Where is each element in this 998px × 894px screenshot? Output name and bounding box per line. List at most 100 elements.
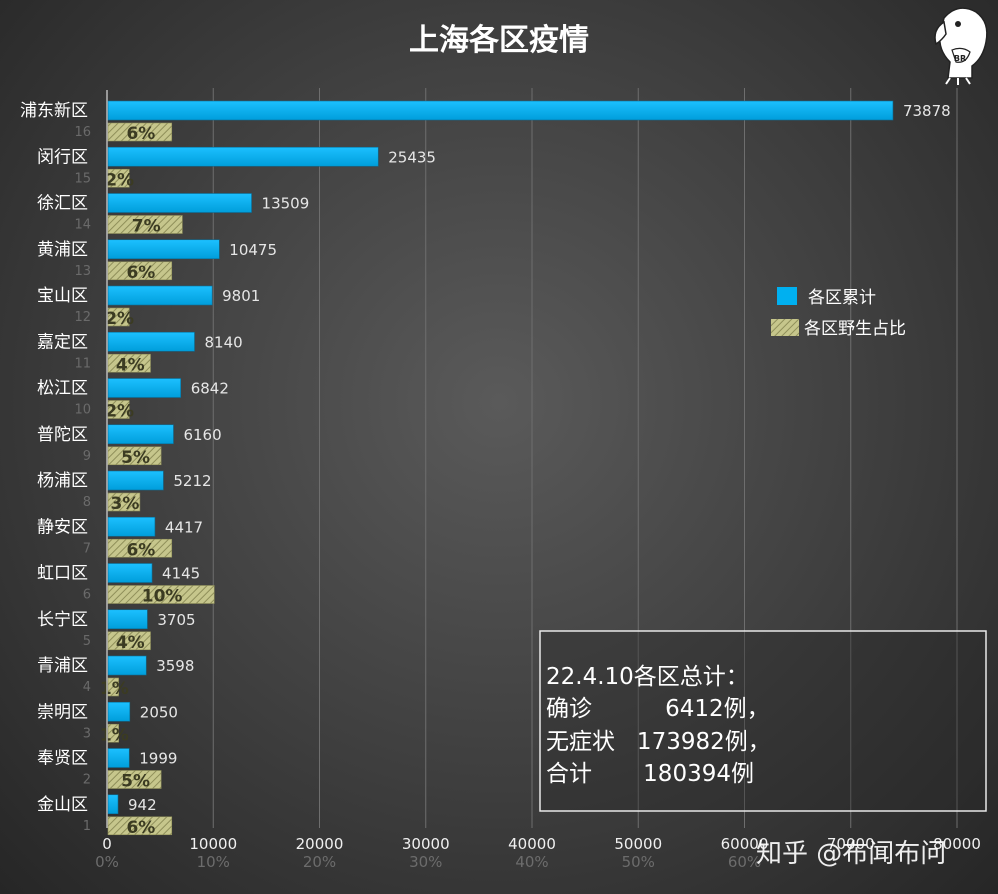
legend-swatch-total [777,287,797,305]
category-label: 浦东新区 [20,101,88,121]
bar-total [107,655,147,676]
category-label: 静安区 [37,517,88,537]
wild-ratio-label: 5% [121,448,150,468]
bar-total [107,609,148,630]
bar-wild-ratio [107,168,130,188]
bar-layer: 73878 6% 25435 2% 13509 7% 10475 6% 9801 2% 8140 4%… [100,100,951,838]
ghost-rank-label: 4 [83,680,91,695]
category-label: 普陀区 [37,425,88,445]
wild-ratio-label: 7% [132,217,161,237]
bar-total [107,794,119,815]
wild-ratio-label: 1% [100,679,129,699]
wild-ratio-label: 5% [121,772,150,792]
ghost-rank-label: 8 [83,495,91,510]
summary-note-frame [539,630,987,812]
primary-tick-label: 0 [102,835,112,853]
ghost-rank-label: 7 [83,541,91,556]
primary-tick-label: 60000 [721,835,769,853]
bar-total [107,100,894,121]
category-label: 嘉定区 [37,332,88,352]
ghost-rank-label: 13 [74,264,91,279]
legend-swatch-wild [771,319,799,336]
bar-wild-ratio [107,585,215,604]
ghost-rank-labels: 16 15 14 13 12 11 10 9 8 7 6 5 4 3 2 1 [74,125,91,834]
watermark-zhihu: 知乎 @布闻布问 [756,839,946,869]
bar-value-label: 10475 [229,241,277,259]
bar-value-label: 9801 [222,287,260,305]
wild-ratio-label: 6% [126,818,155,838]
bar-total [107,748,130,768]
primary-tick-label: 40000 [508,835,556,853]
bar-wild-ratio [107,215,183,234]
secondary-tick-label: 60% [728,853,761,871]
note-line-3: 无症状 173982例， [546,729,771,755]
category-label: 奉贤区 [37,749,88,769]
bar-value-label: 4145 [162,565,200,583]
legend-label-wild: 各区野生占比 [804,319,906,339]
bar-value-label: 3598 [156,657,194,675]
category-label: 金山区 [37,795,88,815]
secondary-tick-label: 20% [303,853,336,871]
category-label: 杨浦区 [37,471,88,491]
bar-value-label: 73878 [903,102,951,120]
wild-ratio-label: 4% [116,633,145,653]
bar-wild-ratio [107,538,173,558]
ghost-rank-label: 15 [74,171,91,186]
bar-value-label: 942 [128,796,157,814]
ghost-rank-label: 1 [83,819,91,834]
category-label: 徐汇区 [37,194,88,214]
parrot-logo-icon: BR [934,7,988,85]
bar-wild-ratio [107,122,173,142]
legend-label-total: 各区累计 [808,288,876,308]
wild-ratio-label: 10% [142,587,183,607]
primary-tick-label: 20000 [296,835,344,853]
category-label: 虹口区 [37,564,88,584]
bar-wild-ratio [107,492,141,512]
bar-value-label: 6842 [191,380,229,398]
wild-ratio-label: 2% [105,309,134,329]
primary-tick-label: 80000 [933,835,981,853]
bar-total [107,146,379,167]
bar-wild-ratio [107,723,119,743]
bar-value-label: 2050 [140,703,178,721]
secondary-tick-label: 50% [622,853,655,871]
bar-total [107,285,213,306]
legend: 各区累计 各区野生占比 [771,287,906,339]
bar-total [107,378,181,398]
primary-axis-ticks: 0 10000 20000 30000 40000 50000 60000 70000 8000… [102,835,981,853]
ghost-rank-label: 12 [74,310,91,325]
primary-tick-label: 50000 [614,835,662,853]
secondary-tick-label: 10% [197,853,230,871]
wild-ratio-label: 6% [126,540,155,560]
bar-wild-ratio [107,677,119,697]
bar-total [107,424,174,445]
secondary-tick-label: 30% [409,853,442,871]
wild-ratio-label: 6% [126,263,155,283]
bar-wild-ratio [107,261,173,281]
chart-title: 上海各区疫情 [409,23,589,58]
summary-note-box: 22.4.10各区总计： 确诊 6412例， 无症状 173982例， 合计 1… [539,630,987,812]
ghost-rank-label: 6 [83,588,91,603]
ghost-rank-label: 10 [74,403,91,418]
bar-value-label: 4417 [165,518,203,536]
category-label: 黄浦区 [37,240,88,260]
primary-tick-label: 30000 [402,835,450,853]
bar-wild-ratio [107,446,162,466]
logo-text: BR [954,54,966,63]
bar-value-label: 6160 [183,426,221,444]
ghost-rank-label: 3 [83,726,91,741]
bar-value-label: 25435 [388,148,436,166]
bar-value-label: 1999 [139,750,177,768]
category-label: 崇明区 [37,702,88,722]
bar-wild-ratio [107,631,151,651]
secondary-tick-label: 0% [95,853,119,871]
category-label: 松江区 [37,379,88,399]
category-label: 长宁区 [37,610,88,630]
bar-wild-ratio [107,400,130,419]
wild-ratio-label: 4% [116,355,145,375]
note-line-4: 合计 180394例 [546,761,754,787]
ghost-rank-label: 14 [74,218,91,233]
primary-tick-label: 70000 [827,835,875,853]
